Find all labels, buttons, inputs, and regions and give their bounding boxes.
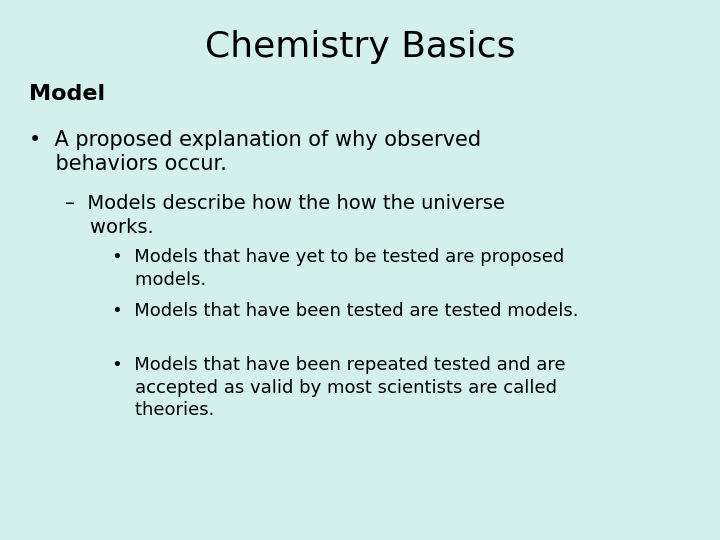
Text: Model: Model xyxy=(29,84,105,104)
Text: •  Models that have been tested are tested models.: • Models that have been tested are teste… xyxy=(112,302,578,320)
Text: •  Models that have been repeated tested and are
    accepted as valid by most s: • Models that have been repeated tested … xyxy=(112,356,565,419)
Text: Chemistry Basics: Chemistry Basics xyxy=(204,30,516,64)
Text: –  Models describe how the how the universe
    works.: – Models describe how the how the univer… xyxy=(65,194,505,237)
Text: •  Models that have yet to be tested are proposed
    models.: • Models that have yet to be tested are … xyxy=(112,248,564,288)
Text: •  A proposed explanation of why observed
    behaviors occur.: • A proposed explanation of why observed… xyxy=(29,130,481,174)
